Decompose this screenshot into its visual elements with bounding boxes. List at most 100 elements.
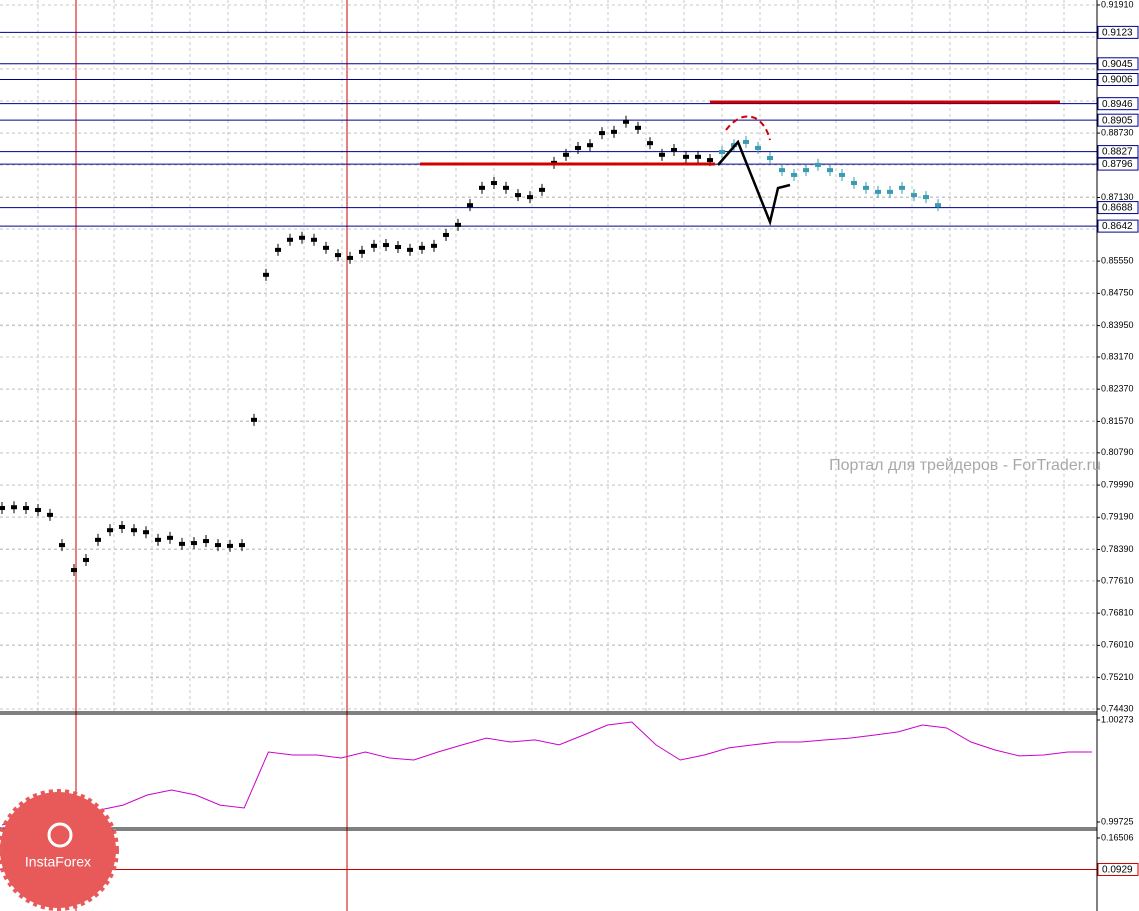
candle (119, 524, 125, 529)
logo-icon (47, 822, 73, 848)
candle (743, 139, 749, 144)
level-label: 0.9045 (1102, 59, 1133, 70)
candle (839, 172, 845, 177)
level-label-box (1097, 97, 1139, 111)
y-tick-label: 0.75210 (1101, 672, 1134, 682)
candle (95, 537, 101, 542)
candle (131, 528, 137, 533)
candle (419, 245, 425, 250)
candle (455, 222, 461, 227)
indicator-line (1, 721, 1092, 826)
candle (887, 189, 893, 194)
logo-badge (0, 789, 119, 911)
y-tick-label: 0.81570 (1101, 416, 1134, 426)
candle (923, 195, 929, 200)
candle (11, 505, 17, 510)
y-tick-label: 0.88730 (1101, 127, 1134, 137)
level-label-box (1097, 113, 1139, 127)
candle (347, 255, 353, 260)
y-tick-label: 0.82370 (1101, 384, 1134, 394)
candle (599, 131, 605, 136)
y-tick-label: 0.83950 (1101, 320, 1134, 330)
candle (443, 232, 449, 237)
watermark: Портал для трейдеров - ForTrader.ru (829, 457, 1101, 474)
level-label-box (1097, 57, 1139, 71)
level-label: 0.8905 (1102, 115, 1133, 126)
level-label: 0.8827 (1102, 147, 1133, 158)
candle (383, 243, 389, 248)
y-tick-label: 0.85550 (1101, 256, 1134, 266)
candle (647, 141, 653, 146)
logo: InstaForex (0, 789, 119, 911)
candle (59, 543, 65, 548)
y-tick-label: 0.74430 (1101, 703, 1134, 713)
candle (311, 237, 317, 242)
level-label: 0.9123 (1102, 28, 1133, 39)
y-tick-label: 0.76010 (1101, 640, 1134, 650)
level-label: 0.8946 (1102, 99, 1133, 110)
candle (263, 272, 269, 277)
level-label-box (1097, 201, 1139, 215)
candle (707, 158, 713, 163)
candle (431, 243, 437, 248)
level-label-box (1097, 73, 1139, 87)
candle (143, 530, 149, 535)
candle (371, 243, 377, 248)
candle (587, 143, 593, 148)
candle (155, 537, 161, 542)
candle (755, 145, 761, 150)
candle (299, 235, 305, 240)
level-label: 0.0929 (1102, 865, 1133, 876)
plot-area (0, 31, 1097, 870)
candle (407, 247, 413, 252)
candle (47, 512, 53, 517)
y-tick-label: 0.91910 (1101, 0, 1134, 9)
candle (683, 154, 689, 159)
candle (35, 508, 41, 513)
candle (875, 189, 881, 194)
level-label: 0.8688 (1102, 203, 1133, 214)
level-label-box (1097, 862, 1139, 876)
level-label: 0.9006 (1102, 75, 1133, 86)
grid (0, 0, 1097, 712)
candle (227, 543, 233, 548)
y-tick-label: 0.79990 (1101, 479, 1134, 489)
candle (107, 528, 113, 533)
forecast-arrow (717, 139, 791, 227)
y-tick-label: 0.84750 (1101, 288, 1134, 298)
candle (671, 147, 677, 152)
y-tick-label: 0.16506 (1101, 832, 1134, 842)
candle (815, 162, 821, 167)
candle (479, 185, 485, 190)
candle (167, 535, 173, 540)
y-tick-label: 0.78390 (1101, 544, 1134, 554)
candle (791, 172, 797, 177)
candle (239, 543, 245, 548)
candle (215, 543, 221, 548)
candle (527, 195, 533, 200)
candle (491, 181, 497, 186)
candle (803, 168, 809, 173)
candle (71, 568, 77, 573)
level-label-box (1097, 25, 1139, 39)
candle (191, 541, 197, 546)
candle (863, 185, 869, 190)
candle (911, 193, 917, 198)
level-label: 0.8796 (1102, 159, 1133, 170)
candle (179, 541, 185, 546)
y-tick-label: 0.76810 (1101, 608, 1134, 618)
candle (539, 187, 545, 192)
candle (575, 145, 581, 150)
candle (287, 237, 293, 242)
candle (503, 185, 509, 190)
level-label-box (1097, 219, 1139, 233)
y-tick-label: 0.80790 (1101, 447, 1134, 457)
candle (251, 417, 257, 422)
candle (275, 247, 281, 252)
y-tick-label: 1.00273 (1101, 714, 1134, 724)
candle (899, 185, 905, 190)
candle (827, 168, 833, 173)
candle (395, 245, 401, 250)
